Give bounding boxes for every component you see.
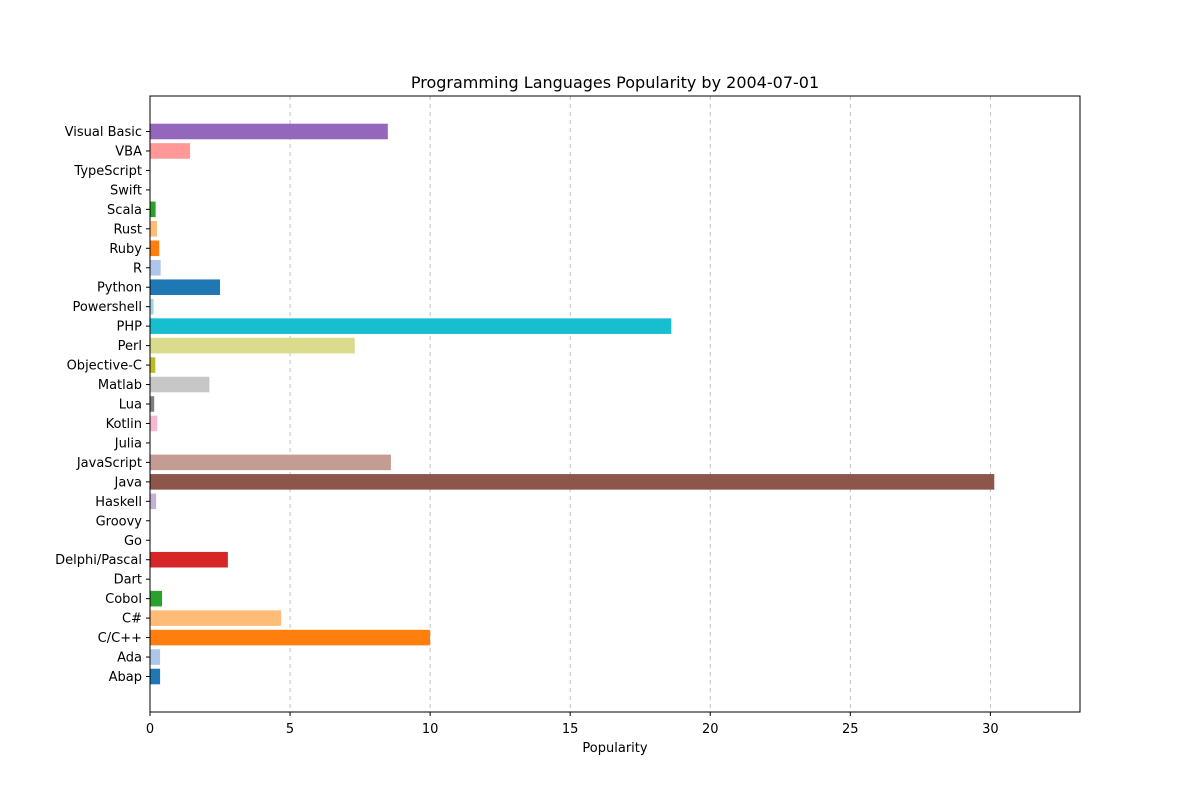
y-tick-label: Swift: [110, 183, 142, 198]
bar-delphi-pascal: [150, 551, 228, 568]
bar-ada: [150, 649, 161, 665]
y-tick-label: Perl: [118, 339, 142, 354]
y-tick-label: Rust: [113, 222, 142, 237]
bar-vba: [150, 143, 191, 159]
y-tick-label: Lua: [119, 398, 142, 413]
y-tick-label: Objective-C: [67, 359, 142, 374]
y-tick-label: Cobol: [105, 592, 142, 607]
y-tick-label: Ruby: [109, 242, 142, 257]
bar-lua: [150, 396, 155, 412]
y-tick-label: Powershell: [72, 300, 142, 315]
y-tick-label: Go: [124, 534, 142, 549]
bar-haskell: [150, 493, 157, 510]
x-axis-label: Popularity: [582, 741, 647, 756]
bar-python: [150, 279, 221, 295]
x-axis-ticks: 0 5 10 15 20 25 30: [146, 712, 999, 737]
bar-c-c-: [150, 629, 431, 646]
bar-kotlin: [150, 415, 158, 432]
y-tick-label: JavaScript: [76, 456, 142, 471]
y-tick-label: Abap: [109, 670, 142, 685]
chart-title: Programming Languages Popularity by 2004…: [411, 73, 819, 92]
y-tick-label: Ada: [117, 651, 142, 666]
grid-lines: [289, 96, 991, 712]
y-tick-label: C#: [122, 612, 142, 627]
x-tick-label: 15: [562, 722, 579, 737]
bar-rust: [150, 221, 158, 237]
y-tick-label: Groovy: [96, 514, 143, 529]
bar-visual-basic: [150, 123, 388, 140]
bar-scala: [150, 201, 156, 218]
bar-ruby: [150, 240, 160, 257]
bar-abap: [150, 668, 161, 685]
y-tick-label: R: [133, 261, 142, 276]
y-tick-label: Julia: [114, 436, 142, 451]
y-tick-label: Dart: [114, 573, 142, 588]
x-tick-label: 0: [146, 722, 154, 737]
bar-powershell: [150, 298, 154, 315]
y-tick-label: Visual Basic: [65, 125, 142, 140]
y-tick-label: Java: [114, 475, 142, 490]
y-tick-label: TypeScript: [73, 164, 142, 179]
y-tick-label: Delphi/Pascal: [55, 553, 142, 568]
bar-c-: [150, 610, 282, 626]
x-tick-label: 10: [422, 722, 439, 737]
bar-r: [150, 259, 161, 276]
plot-frame: [149, 95, 1081, 713]
x-tick-label: 30: [982, 722, 999, 737]
y-tick-label: Matlab: [98, 378, 142, 393]
bars: [150, 123, 995, 685]
x-tick-label: 5: [286, 722, 294, 737]
bar-matlab: [150, 376, 210, 393]
y-tick-label: C/C++: [98, 631, 142, 646]
bar-perl: [150, 337, 355, 354]
x-tick-label: 25: [842, 722, 859, 737]
bar-objective-c: [150, 357, 156, 373]
y-tick-label: PHP: [117, 320, 143, 335]
bar-php: [150, 318, 672, 334]
bar-cobol: [150, 590, 163, 607]
y-tick-label: VBA: [115, 144, 142, 159]
y-axis-ticks: Abap Ada C/C++ C# Cobol Dart Delphi/Pascal Go Gr…: [55, 125, 150, 685]
y-tick-label: Python: [97, 281, 142, 296]
y-tick-label: Haskell: [95, 495, 142, 510]
y-tick-label: Kotlin: [106, 417, 142, 432]
x-tick-label: 20: [702, 722, 719, 737]
y-tick-label: Scala: [107, 203, 142, 218]
bar-javascript: [150, 454, 391, 471]
bar-java: [150, 474, 995, 490]
